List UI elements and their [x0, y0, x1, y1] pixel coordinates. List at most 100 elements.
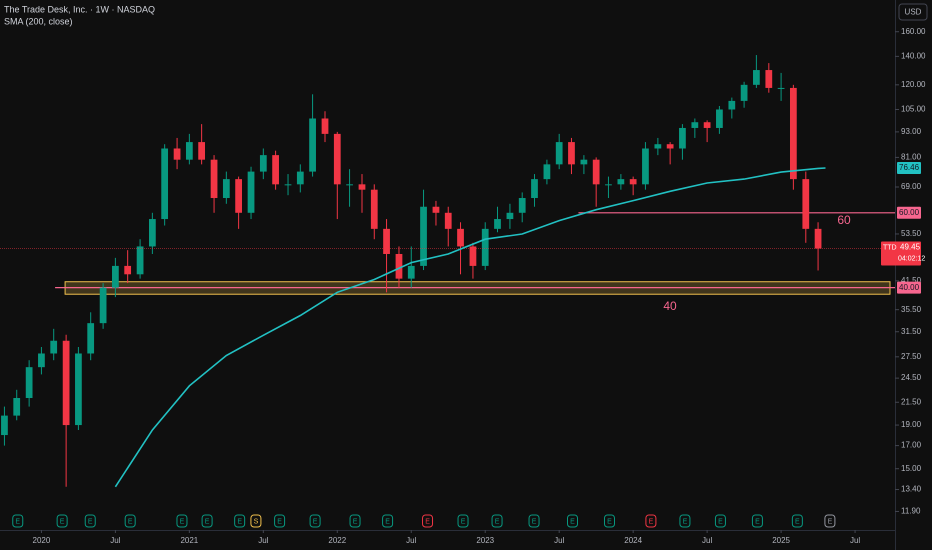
candle-body: [555, 142, 563, 165]
x-tick-label: Jul: [258, 536, 268, 545]
y-tick-label: 15.00: [901, 464, 922, 473]
candle-body: [272, 155, 279, 185]
event-marker: [751, 514, 763, 528]
candle-body: [580, 159, 588, 165]
x-tick-label: 2021: [180, 536, 198, 545]
level-axis-label: 60.00: [899, 208, 920, 217]
candle-body: [679, 127, 686, 149]
candle-body: [50, 340, 58, 354]
event-marker: [250, 514, 262, 528]
level-axis-box: [897, 281, 921, 294]
candle-body: [173, 148, 181, 160]
plot: 60 40 E E E E E E E S E E E E E E E E E E E E E E E E: [0, 55, 895, 528]
event-label: E: [60, 518, 65, 525]
x-tick-label: 2025: [772, 536, 790, 545]
x-tick-label: Jul: [406, 536, 416, 545]
y-tick-label: 24.50: [901, 373, 922, 382]
candle-body: [1, 415, 8, 436]
candle-body: [346, 184, 353, 186]
event-marker: [12, 514, 24, 528]
currency[interactable]: USD: [905, 8, 922, 17]
candle-body: [494, 219, 501, 229]
candle-body: [432, 206, 440, 213]
event-marker: [234, 514, 246, 528]
event-marker: [274, 514, 286, 528]
sma-line: [114, 167, 826, 488]
y-tick-label: 19.00: [901, 420, 922, 429]
chart-title: The Trade Desk, Inc. · 1W · NASDAQ: [4, 4, 155, 14]
currency-button[interactable]: [898, 3, 928, 21]
event-label: E: [718, 518, 723, 525]
y-tick-label: 120.00: [901, 80, 926, 89]
candle-body: [802, 179, 810, 229]
candle-body: [358, 184, 366, 190]
event-label: E: [828, 518, 833, 525]
candle-body: [99, 287, 107, 324]
event-label: E: [795, 518, 800, 525]
event-label: S: [254, 518, 259, 525]
x-tick-label: 2020: [33, 536, 51, 545]
x-tick-label: 2024: [624, 536, 642, 545]
event-marker: [56, 514, 68, 528]
event-label: E: [237, 518, 242, 525]
event-label: E: [313, 518, 318, 525]
y-tick-label: 27.50: [901, 352, 922, 361]
event-label: E: [649, 518, 654, 525]
candle-body: [444, 212, 452, 229]
last-price-box: [881, 241, 921, 266]
event-label: E: [128, 518, 133, 525]
event-marker: [124, 514, 136, 528]
event-marker: [176, 514, 188, 528]
candle-body: [543, 164, 551, 180]
candle-body: [642, 148, 649, 185]
candle-body: [124, 265, 132, 275]
candle-body: [691, 122, 699, 128]
candle-body: [420, 206, 427, 266]
candle-body: [777, 87, 785, 89]
candle-body: [222, 179, 230, 199]
y-tick-label: 160.00: [901, 27, 926, 36]
event-label: E: [88, 518, 93, 525]
event-marker: [422, 514, 434, 528]
candle-body: [481, 228, 489, 266]
candle-body: [506, 212, 514, 220]
candle-body: [703, 122, 711, 128]
event-label: E: [425, 518, 430, 525]
candle-body: [395, 253, 403, 279]
candle-body: [62, 340, 70, 426]
x-tick-label: 2022: [328, 536, 346, 545]
candle-body: [198, 142, 206, 160]
candle-body: [728, 100, 736, 110]
candle-body: [321, 118, 329, 134]
y-tick-label: 35.50: [901, 305, 922, 314]
event-marker: [528, 514, 540, 528]
sma-axis-label: 76.46: [899, 163, 920, 172]
event-label: E: [205, 518, 210, 525]
y-tick-label: 31.50: [901, 327, 922, 336]
candle-body: [25, 367, 33, 399]
candle-body: [457, 228, 464, 247]
candle-body: [568, 142, 575, 165]
candle-body: [592, 159, 600, 185]
candle-body: [148, 219, 156, 247]
event-marker: [457, 514, 469, 528]
y-tick-label: 93.00: [901, 127, 922, 136]
event-marker: [645, 514, 657, 528]
candle-body: [531, 179, 538, 199]
candle-body: [716, 109, 723, 128]
y-tick-label: 53.50: [901, 229, 922, 238]
symbol-label: TTD: [883, 244, 897, 251]
sma-axis-box: [897, 162, 921, 175]
event-marker: [349, 514, 361, 528]
event-marker: [382, 514, 394, 528]
candle-body: [629, 179, 637, 185]
event-label: E: [15, 518, 20, 525]
candle-body: [383, 228, 390, 254]
x-tick-label: Jul: [110, 536, 120, 545]
candle-body: [284, 184, 292, 186]
candle-body: [518, 198, 526, 213]
candle-body: [210, 159, 218, 199]
event-marker: [84, 514, 96, 528]
candle-body: [617, 179, 625, 185]
